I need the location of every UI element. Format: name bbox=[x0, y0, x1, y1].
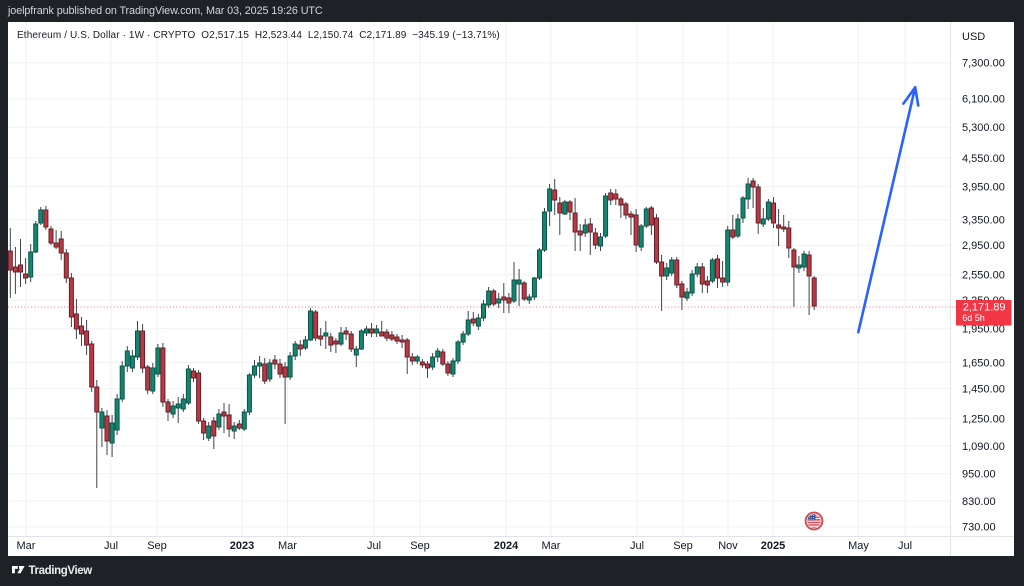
svg-text:1,450.00: 1,450.00 bbox=[962, 383, 1005, 395]
svg-text:2,171.89: 2,171.89 bbox=[963, 302, 1006, 314]
svg-text:Mar: Mar bbox=[17, 540, 36, 552]
svg-text:1,650.00: 1,650.00 bbox=[962, 357, 1005, 369]
svg-text:Nov: Nov bbox=[718, 540, 738, 552]
svg-text:830.00: 830.00 bbox=[962, 496, 996, 508]
svg-text:3,950.00: 3,950.00 bbox=[962, 181, 1005, 193]
svg-text:Sep: Sep bbox=[147, 540, 167, 552]
svg-text:6d 5h: 6d 5h bbox=[962, 313, 985, 323]
svg-text:Sep: Sep bbox=[410, 540, 430, 552]
svg-text:4,550.00: 4,550.00 bbox=[962, 153, 1005, 165]
svg-text:7,300.00: 7,300.00 bbox=[962, 58, 1005, 70]
svg-text:May: May bbox=[848, 540, 869, 552]
svg-text:2023: 2023 bbox=[230, 540, 254, 552]
svg-text:USD: USD bbox=[962, 31, 985, 43]
svg-text:1,950.00: 1,950.00 bbox=[962, 324, 1005, 336]
svg-text:Jul: Jul bbox=[898, 540, 912, 552]
svg-text:5,300.00: 5,300.00 bbox=[962, 122, 1005, 134]
svg-text:Sep: Sep bbox=[673, 540, 693, 552]
svg-text:1,090.00: 1,090.00 bbox=[962, 441, 1005, 453]
svg-text:Jul: Jul bbox=[367, 540, 381, 552]
svg-text:2,950.00: 2,950.00 bbox=[962, 240, 1005, 252]
svg-text:Jul: Jul bbox=[630, 540, 644, 552]
svg-text:2024: 2024 bbox=[494, 540, 519, 552]
svg-text:6,100.00: 6,100.00 bbox=[962, 94, 1005, 106]
svg-text:2025: 2025 bbox=[761, 540, 785, 552]
svg-text:730.00: 730.00 bbox=[962, 522, 996, 534]
svg-text:Jul: Jul bbox=[104, 540, 118, 552]
svg-text:Mar: Mar bbox=[542, 540, 561, 552]
svg-text:950.00: 950.00 bbox=[962, 469, 996, 481]
svg-text:Mar: Mar bbox=[278, 540, 297, 552]
svg-text:1,250.00: 1,250.00 bbox=[962, 413, 1005, 425]
svg-text:2,550.00: 2,550.00 bbox=[962, 270, 1005, 282]
svg-text:3,350.00: 3,350.00 bbox=[962, 215, 1005, 227]
